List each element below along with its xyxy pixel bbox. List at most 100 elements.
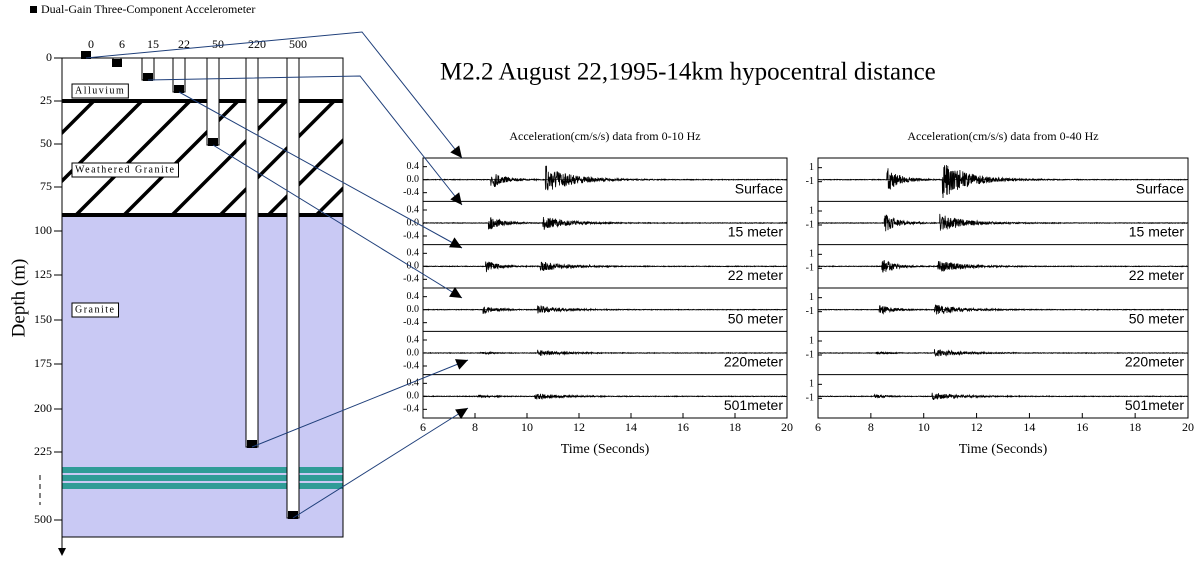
y-tick-label: 0.4: [407, 378, 420, 389]
x-tick-label: 18: [729, 420, 741, 434]
y-tick-label: 1: [809, 162, 814, 173]
sensor: [112, 59, 122, 67]
arrow-head: [449, 287, 462, 298]
y-tick-label: 1: [809, 249, 814, 260]
depth-tick-label: 175: [34, 356, 52, 370]
sensor: [174, 85, 184, 93]
x-tick-label: 10: [521, 420, 533, 434]
y-tick-label: 0.0: [407, 304, 420, 315]
fracture-band: [62, 467, 343, 489]
y-tick-label: -1: [806, 349, 814, 360]
x-tick-label: 16: [677, 420, 689, 434]
trace-label: 22 meter: [728, 267, 784, 283]
trace-label: 50 meter: [728, 310, 784, 326]
y-label: Depth (m): [8, 259, 29, 338]
x-tick-label: 14: [625, 420, 637, 434]
depth-tick-label: 50: [40, 136, 52, 150]
column-frame: [61, 57, 344, 538]
waveform: [817, 260, 1189, 273]
title: M2.2 August 22,1995-14km hypocentral dis…: [440, 59, 936, 86]
x-tick-label: 10: [918, 420, 930, 434]
x-tick-label: 8: [868, 420, 874, 434]
sensor: [208, 138, 218, 146]
x-tick-label: 12: [573, 420, 585, 434]
waveform: [422, 165, 788, 191]
waveform: [422, 393, 787, 401]
depth-tick-label: 75: [40, 179, 52, 193]
y-tick-label: -0.4: [403, 187, 419, 198]
y-tick-label: 0.4: [407, 204, 420, 215]
y-tick-label: -0.4: [403, 274, 419, 285]
arrow-head: [450, 145, 462, 158]
borehole-label: 6: [119, 37, 125, 51]
depth-tick-label: 0: [46, 50, 52, 64]
depth-tick-label: 25: [40, 93, 52, 107]
connector: [178, 91, 463, 249]
borehole-label: 0: [88, 37, 94, 51]
panel-title: Acceleration(cm/s/s) data from 0-40 Hz: [907, 129, 1098, 143]
y-tick-label: -1: [806, 263, 814, 274]
x-tick-label: 8: [472, 420, 478, 434]
depth-tick-label: 200: [34, 401, 52, 415]
sensor: [81, 51, 91, 59]
x-label: Time (Seconds): [959, 442, 1048, 457]
borehole: [286, 57, 300, 519]
layer-label-box: [71, 162, 179, 178]
trace-label: 501meter: [1125, 397, 1184, 413]
trace-label: 220meter: [724, 354, 783, 370]
layer-label: Alluvium: [75, 85, 125, 96]
borehole: [245, 57, 259, 448]
layer-label-box: [71, 83, 129, 99]
waveform: [817, 349, 1189, 357]
waveform: [817, 213, 1188, 232]
borehole-label: 22: [178, 37, 190, 51]
borehole-label: 15: [147, 37, 159, 51]
panel-title: Acceleration(cm/s/s) data from 0-10 Hz: [509, 129, 700, 143]
depth-tick-label: 150: [34, 312, 52, 326]
sensor: [247, 440, 257, 448]
waveform: [817, 392, 1188, 401]
arrow-head: [455, 359, 468, 370]
waveform: [817, 304, 1188, 315]
weathered-layer: [62, 101, 343, 215]
y-tick-label: 1: [809, 379, 814, 390]
y-tick-label: 0.0: [407, 174, 420, 185]
y-tick-label: 0.4: [407, 161, 420, 172]
depth-tick-label: 125: [34, 267, 52, 281]
x-tick-label: 16: [1076, 420, 1088, 434]
x-tick-label: 12: [971, 420, 983, 434]
waveform: [422, 261, 787, 273]
waveform: [817, 164, 1188, 199]
x-tick-label: 20: [1182, 420, 1194, 434]
waveform: [422, 305, 787, 315]
borehole: [206, 57, 220, 146]
borehole-label: 500: [289, 37, 307, 51]
connector: [251, 359, 469, 448]
x-tick-label: 18: [1129, 420, 1141, 434]
y-tick-label: 0.0: [407, 261, 420, 272]
connector: [147, 75, 463, 206]
x-tick-label: 20: [781, 420, 793, 434]
trace-label: 15 meter: [728, 224, 784, 240]
y-tick-label: 0.4: [407, 334, 420, 345]
y-tick-label: -1: [806, 219, 814, 230]
y-tick-label: -1: [806, 306, 814, 317]
x-label: Time (Seconds): [561, 442, 650, 457]
layer-label: Granite: [75, 304, 116, 315]
y-tick-label: 0.0: [407, 217, 420, 228]
trace-label: Surface: [735, 180, 783, 196]
connector: [292, 407, 469, 519]
sensor: [143, 73, 153, 81]
depth-tick-label: 500: [34, 512, 52, 526]
borehole-label: 220: [248, 37, 266, 51]
y-tick-label: -0.4: [403, 230, 419, 241]
depth-tick-label: 100: [34, 223, 52, 237]
arrow-head: [455, 408, 468, 420]
y-tick-label: 0.0: [407, 391, 420, 402]
waveform: [422, 216, 788, 230]
y-tick-label: 1: [809, 335, 814, 346]
y-tick-label: 0.4: [407, 248, 420, 259]
y-tick-label: -0.4: [403, 404, 419, 415]
borehole-label: 50: [212, 37, 224, 51]
